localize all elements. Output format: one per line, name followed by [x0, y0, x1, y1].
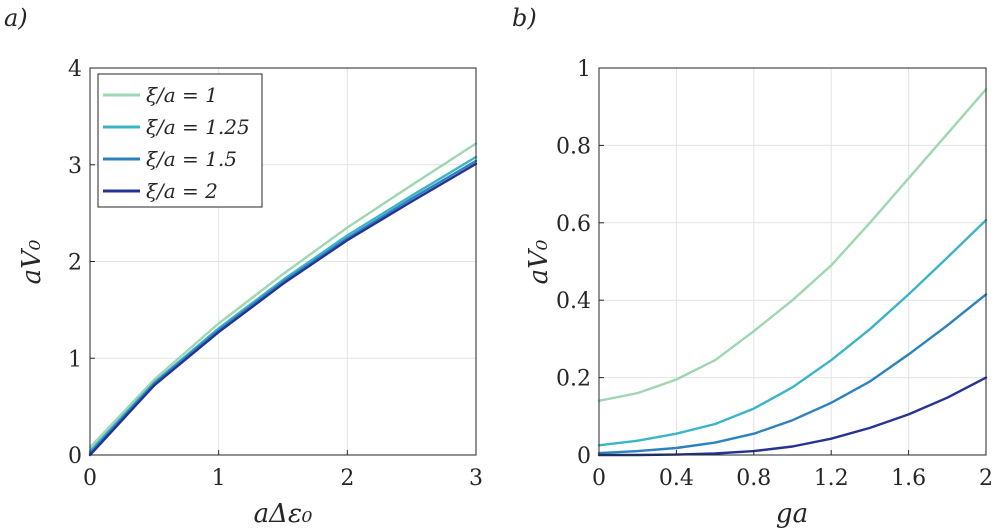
y-tick-label: 2 — [68, 251, 82, 276]
panel-b-letter: b) — [512, 4, 537, 32]
y-tick-label: 1 — [68, 347, 82, 372]
y-tick-label: 1 — [577, 57, 591, 82]
series-line-1 — [597, 88, 988, 402]
legend-box — [97, 73, 263, 208]
y-tick-label: 0.2 — [556, 367, 591, 392]
series-line-2 — [597, 218, 988, 447]
x-tick-label: 0 — [83, 466, 97, 491]
legend-label: ξ/a = 1.5 — [146, 147, 237, 171]
series-line-4 — [88, 162, 478, 457]
y-tick-label: 0.6 — [556, 212, 591, 237]
series-line-3 — [88, 159, 478, 455]
x-tick-label: 1.2 — [814, 466, 849, 491]
y-tick-label: 3 — [68, 154, 82, 179]
x-tick-label: 2 — [979, 466, 993, 491]
panel-b-background — [599, 68, 986, 455]
panel-b-plot: 0 0.4 0.8 1.2 1.6 2 0 0.2 0.4 0.6 0.8 1 ga aV₀ — [524, 57, 993, 529]
x-tick-label: 0.8 — [736, 466, 771, 491]
series-line-1 — [88, 142, 478, 449]
panel-a-series-group — [88, 142, 478, 457]
panel-a-ticks: 0 1 2 3 0 1 2 3 4 — [68, 57, 483, 491]
legend-label: ξ/a = 1 — [146, 83, 218, 107]
y-tick-label: 0 — [68, 444, 82, 469]
panel-a-legend: ξ/a = 1 ξ/a = 1.25 ξ/a = 1.5 ξ/a = 2 — [97, 73, 263, 208]
x-tick-label: 1.6 — [891, 466, 926, 491]
panel-b-ylabel: aV₀ — [524, 239, 554, 284]
panel-a-plot: 0 1 2 3 0 1 2 3 4 aΔε₀ aV₀ ξ/a = 1 ξ/a = 1.25 ξ/… — [17, 57, 483, 529]
panel-b-xlabel: ga — [776, 499, 808, 529]
y-tick-label: 0.8 — [556, 134, 591, 159]
x-tick-label: 1 — [212, 466, 226, 491]
x-tick-label: 0.4 — [659, 466, 694, 491]
x-tick-label: 2 — [340, 466, 354, 491]
panel-a-letter: a) — [4, 4, 28, 32]
y-tick-label: 0.4 — [556, 289, 591, 314]
legend-label: ξ/a = 1.25 — [146, 115, 250, 139]
x-tick-label: 0 — [592, 466, 606, 491]
x-tick-label: 3 — [469, 466, 483, 491]
panel-a-xlabel: aΔε₀ — [254, 499, 313, 529]
legend-label: ξ/a = 2 — [146, 179, 218, 203]
panel-b-ticks: 0 0.4 0.8 1.2 1.6 2 0 0.2 0.4 0.6 0.8 1 — [556, 57, 993, 491]
y-tick-label: 4 — [68, 57, 82, 82]
panel-b-frame — [598, 67, 987, 456]
y-tick-label: 0 — [577, 444, 591, 469]
series-line-3 — [597, 293, 988, 455]
panel-a-ylabel: aV₀ — [17, 239, 47, 284]
